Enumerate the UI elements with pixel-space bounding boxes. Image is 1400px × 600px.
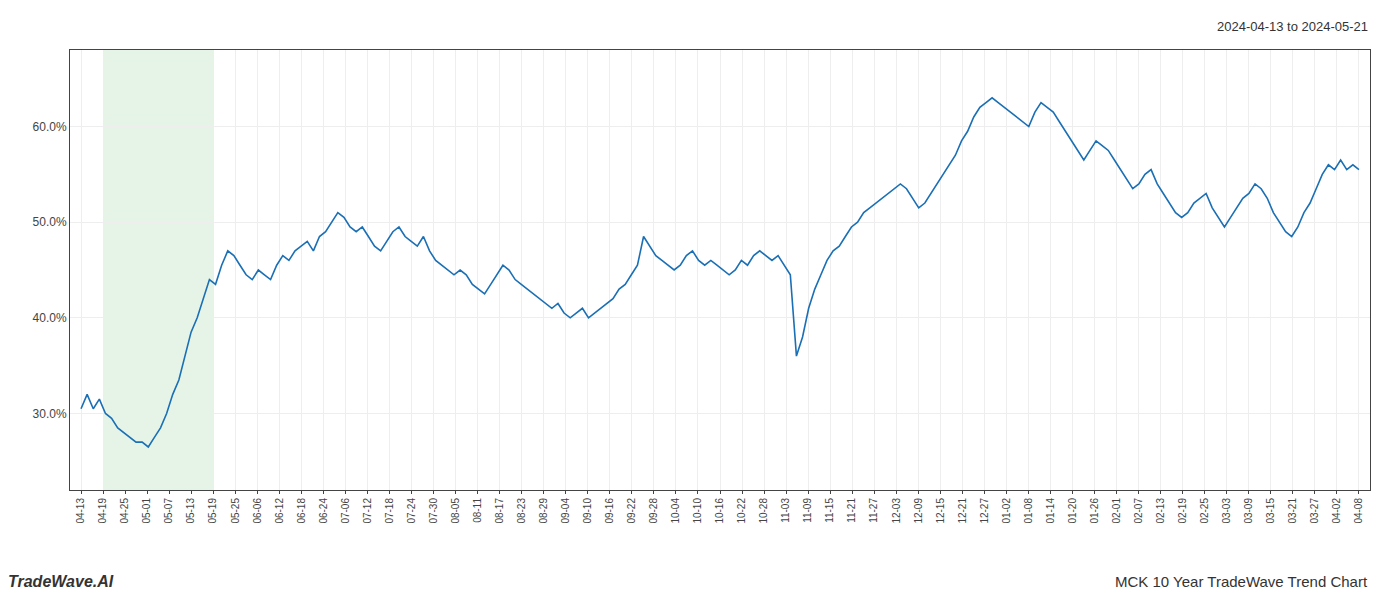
svg-text:08-23: 08-23 [516,498,527,524]
svg-text:02-07: 02-07 [1133,498,1144,524]
svg-text:11-09: 11-09 [802,498,813,523]
svg-text:11-03: 11-03 [780,498,791,523]
svg-text:12-21: 12-21 [957,498,968,524]
svg-text:03-21: 03-21 [1287,498,1298,524]
svg-text:05-13: 05-13 [185,498,196,524]
svg-text:10-28: 10-28 [758,498,769,524]
svg-text:12-09: 12-09 [913,498,924,524]
svg-text:04-08: 04-08 [1353,498,1364,524]
svg-text:11-15: 11-15 [824,498,835,523]
svg-text:03-15: 03-15 [1265,498,1276,524]
svg-text:06-24: 06-24 [318,498,329,524]
svg-text:07-30: 07-30 [428,498,439,524]
svg-text:02-19: 02-19 [1177,498,1188,524]
svg-text:06-12: 06-12 [274,498,285,524]
svg-text:30.0%: 30.0% [33,407,67,421]
svg-text:01-20: 01-20 [1067,498,1078,524]
svg-text:07-12: 07-12 [362,498,373,524]
svg-text:02-01: 02-01 [1111,498,1122,524]
svg-text:07-24: 07-24 [406,498,417,524]
svg-text:07-18: 07-18 [384,498,395,524]
svg-text:06-18: 06-18 [296,498,307,524]
svg-text:MCK 10 Year TradeWave Trend Ch: MCK 10 Year TradeWave Trend Chart [1115,573,1368,590]
svg-text:50.0%: 50.0% [33,215,67,229]
svg-text:10-22: 10-22 [736,498,747,524]
svg-text:10-04: 10-04 [670,498,681,524]
svg-text:04-25: 04-25 [119,498,130,524]
svg-text:08-29: 08-29 [538,498,549,524]
svg-text:11-21: 11-21 [846,498,857,523]
svg-text:12-15: 12-15 [935,498,946,524]
svg-text:05-01: 05-01 [141,498,152,524]
svg-text:08-17: 08-17 [494,498,505,524]
svg-text:09-16: 09-16 [604,498,615,524]
svg-text:01-14: 01-14 [1045,498,1056,524]
svg-text:03-03: 03-03 [1221,498,1232,524]
svg-text:10-10: 10-10 [692,498,703,524]
svg-text:04-02: 04-02 [1331,498,1342,524]
svg-text:08-05: 08-05 [450,498,461,524]
svg-text:12-03: 12-03 [891,498,902,524]
svg-text:03-09: 03-09 [1243,498,1254,524]
svg-text:01-02: 01-02 [1001,498,1012,524]
svg-text:04-19: 04-19 [97,498,108,524]
svg-text:03-27: 03-27 [1309,498,1320,524]
svg-text:09-10: 09-10 [582,498,593,524]
svg-text:05-25: 05-25 [230,498,241,524]
svg-text:10-16: 10-16 [714,498,725,524]
svg-text:05-07: 05-07 [163,498,174,524]
svg-text:2024-04-13 to 2024-05-21: 2024-04-13 to 2024-05-21 [1217,19,1368,34]
svg-text:08-11: 08-11 [472,498,483,523]
svg-text:01-08: 01-08 [1023,498,1034,524]
svg-text:09-22: 09-22 [626,498,637,524]
svg-text:05-19: 05-19 [207,498,218,524]
svg-text:04-13: 04-13 [75,498,86,524]
svg-text:06-06: 06-06 [252,498,263,524]
svg-text:12-27: 12-27 [979,498,990,524]
svg-text:02-13: 02-13 [1155,498,1166,524]
svg-text:11-27: 11-27 [868,498,879,523]
svg-text:01-26: 01-26 [1089,498,1100,524]
svg-text:60.0%: 60.0% [33,120,67,134]
svg-text:07-06: 07-06 [340,498,351,524]
svg-text:09-28: 09-28 [648,498,659,524]
svg-text:TradeWave.AI: TradeWave.AI [8,573,114,590]
svg-text:02-25: 02-25 [1199,498,1210,524]
svg-text:40.0%: 40.0% [33,311,67,325]
svg-text:09-04: 09-04 [560,498,571,524]
